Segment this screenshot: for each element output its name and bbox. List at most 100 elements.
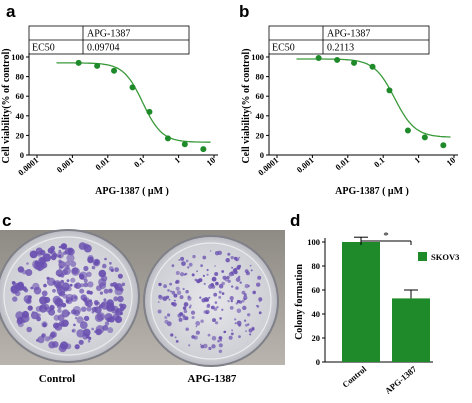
x-tick-label: 1: [172, 155, 182, 165]
y-axis-title: Cell viability(% of control): [1, 48, 12, 163]
colony-dot: [31, 311, 35, 314]
colony-dot: [58, 249, 62, 253]
colony-dot: [214, 301, 218, 304]
y-tick-label: 80: [312, 261, 321, 271]
colony-dot: [120, 303, 127, 310]
colony-dot: [94, 259, 100, 265]
x-tick-label: 0.01: [333, 155, 351, 172]
colony-dot: [256, 282, 261, 287]
colony-dot: [74, 316, 78, 320]
colony-dot: [86, 271, 92, 277]
colony-dot: [178, 259, 181, 261]
colony-dot: [60, 279, 65, 284]
colony-dot: [12, 296, 18, 302]
colony-dot: [208, 346, 212, 351]
colony-dot: [195, 330, 200, 335]
colony-dot: [35, 306, 42, 312]
significance-marker: *: [383, 230, 389, 242]
colony-dot: [57, 251, 64, 259]
colony-dot: [185, 290, 189, 294]
colony-dot: [236, 308, 242, 314]
colony-dot: [57, 308, 62, 313]
x-tick-label: 10: [444, 155, 457, 168]
colony-dot: [167, 289, 170, 292]
colony-dot: [218, 290, 222, 294]
colony-dot: [201, 298, 206, 303]
panel-label-c: c: [2, 211, 11, 230]
colony-dot: [94, 301, 99, 306]
colony-dot: [157, 301, 160, 303]
colony-dot: [244, 283, 249, 289]
colony-dot: [113, 296, 119, 302]
colony-dot: [241, 299, 245, 303]
colony-dot: [41, 290, 48, 297]
colony-dot: [91, 327, 95, 331]
y-tick-label: 80: [16, 72, 25, 82]
ec50-table-label: EC50: [32, 43, 55, 54]
colony-dot: [187, 296, 192, 301]
colony-dot: [66, 254, 75, 263]
colony-dot: [89, 290, 93, 295]
colony-dot: [175, 271, 180, 275]
colony-dot: [224, 330, 227, 333]
colony-dot: [221, 270, 225, 273]
colony-dot: [99, 291, 103, 295]
colony-dot: [230, 255, 234, 260]
colony-dot: [87, 281, 94, 288]
colony-dot: [173, 299, 176, 302]
panel-label-a: a: [6, 2, 16, 21]
colony-dot: [58, 245, 62, 249]
colony-dot: [205, 309, 210, 315]
colony-dot: [235, 286, 239, 290]
colony-dot: [238, 335, 241, 338]
colony-dot: [188, 262, 193, 267]
bar: [342, 242, 380, 362]
colony-dot: [48, 341, 56, 349]
colony-dot: [225, 258, 230, 263]
colony-dot: [215, 321, 219, 325]
colony-dot: [207, 333, 211, 337]
colony-dot: [64, 260, 71, 267]
colony-dot: [48, 308, 56, 316]
ec50-table-value: 0.2113: [327, 43, 354, 54]
data-point: [146, 108, 153, 115]
colony-dot: [158, 294, 162, 298]
dish-plate-apg-1387: [143, 235, 279, 367]
colony-dot: [207, 303, 211, 307]
colony-dot: [121, 282, 126, 287]
colony-dot: [41, 321, 48, 328]
colony-dot: [29, 250, 38, 259]
x-tick-label: APG-1387: [383, 363, 419, 395]
y-tick-label: 100: [307, 237, 320, 247]
colony-dot: [218, 295, 222, 299]
colony-dot: [247, 323, 250, 326]
colony-dot: [17, 266, 25, 273]
colony-dot: [245, 323, 248, 327]
colony-dot: [214, 281, 219, 286]
y-tick-label: 20: [312, 333, 321, 343]
colony-dot: [182, 287, 185, 291]
colony-dot: [213, 292, 218, 297]
colony-dot: [244, 269, 249, 273]
data-point: [164, 135, 171, 142]
colony-dot: [69, 283, 73, 287]
colony-dot: [185, 259, 189, 263]
colony-dot: [230, 332, 234, 336]
colony-dot: [219, 339, 222, 342]
colony-dot: [183, 273, 187, 276]
colony-dot: [175, 286, 180, 291]
colony-dot: [175, 340, 179, 343]
colony-dot: [22, 286, 27, 291]
colony-dot: [61, 319, 69, 327]
y-tick-label: 0: [20, 150, 24, 160]
colony-dot: [238, 324, 241, 327]
colony-dot: [158, 282, 162, 287]
x-tick-label: 0.1: [132, 155, 147, 169]
colony-dot: [238, 256, 241, 259]
colony-dot: [83, 265, 89, 272]
colony-dot: [52, 295, 61, 305]
colony-dot: [169, 282, 173, 286]
colony-dot: [42, 253, 52, 262]
